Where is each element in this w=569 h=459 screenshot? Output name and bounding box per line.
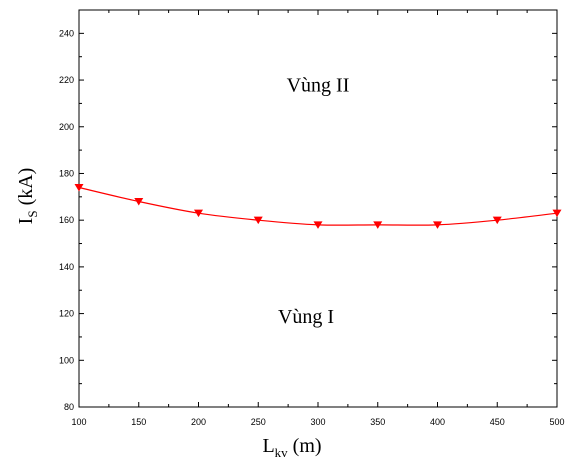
data-point-marker <box>253 216 263 225</box>
y-axis-title: IS (kA) <box>15 168 40 225</box>
y-tick-label: 180 <box>59 168 74 178</box>
y-axis-title-sub: S <box>25 210 40 217</box>
x-tick-label: 250 <box>251 417 266 427</box>
y-tick-label: 100 <box>59 355 74 365</box>
plot-frame <box>78 9 558 408</box>
data-point-marker <box>492 216 502 225</box>
y-tick-label: 220 <box>59 75 74 85</box>
x-tick-label: 100 <box>71 417 86 427</box>
x-axis-ticks: 100 150 200 250 300 350 400 450 500 <box>71 10 565 427</box>
data-point-marker <box>194 209 203 218</box>
x-tick-label: 500 <box>549 417 564 427</box>
x-axis-title: Lkv (m) <box>262 435 321 459</box>
y-tick-label: 140 <box>59 262 74 272</box>
plot-area-border <box>78 9 558 408</box>
region-label: Vùng I <box>278 306 334 328</box>
data-point-marker <box>433 221 442 229</box>
x-tick-label: 150 <box>131 417 146 427</box>
y-axis-title-unit: (kA) <box>15 168 37 211</box>
x-tick-label: 450 <box>490 417 505 427</box>
x-tick-label: 300 <box>310 417 325 427</box>
y-tick-label: 160 <box>59 215 74 225</box>
y-tick-label: 120 <box>59 309 74 319</box>
series-line <box>78 186 558 226</box>
y-tick-label: 200 <box>59 122 74 132</box>
data-point-marker <box>313 221 323 229</box>
x-tick-label: 400 <box>430 417 445 427</box>
x-axis-title-sub: kv <box>275 445 289 459</box>
annotation-layer: Vùng II Vùng I <box>278 75 349 328</box>
x-tick-label: 200 <box>191 417 206 427</box>
region-label: Vùng II <box>287 75 350 97</box>
y-axis-title-main: I <box>15 218 37 225</box>
x-axis-title-main: L <box>262 435 274 457</box>
y-axis-ticks: 80 100 120 140 160 180 200 220 240 <box>59 28 557 412</box>
data-point-marker <box>552 209 562 218</box>
data-point-marker <box>134 197 144 206</box>
y-tick-label: 80 <box>64 402 74 412</box>
y-tick-label: 240 <box>59 28 74 38</box>
x-axis-title-unit: (m) <box>288 435 322 457</box>
data-point-marker <box>74 183 84 192</box>
x-tick-label: 350 <box>370 417 385 427</box>
data-point-marker <box>373 221 383 229</box>
series-layer <box>74 183 562 229</box>
